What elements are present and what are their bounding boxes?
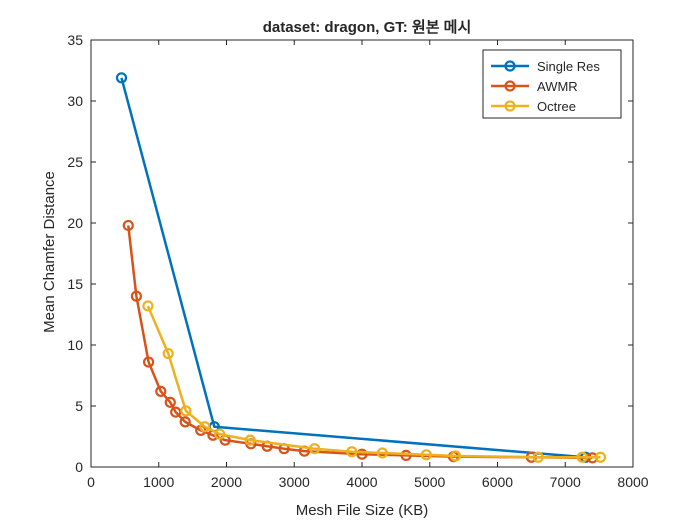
data-point <box>346 446 358 458</box>
data-point <box>142 356 155 368</box>
data-point <box>576 451 588 463</box>
data-point <box>308 443 321 455</box>
data-point <box>594 451 607 463</box>
data-point <box>130 290 142 302</box>
legend-marker <box>504 100 516 112</box>
data-point <box>376 447 388 459</box>
data-point <box>532 451 544 463</box>
series-line-single-res <box>120 77 586 459</box>
data-point <box>420 449 432 461</box>
x-tick-label: 3000 <box>279 474 310 490</box>
data-point <box>400 449 412 462</box>
legend-label: AWMR <box>537 79 578 94</box>
chart-title: dataset: dragon, GT: 원본 메시 <box>263 19 472 36</box>
legend: Single Res AWMR Octree <box>482 49 622 119</box>
y-tick-label: 20 <box>67 215 83 231</box>
x-tick-label: 7000 <box>550 474 581 490</box>
legend-label: Octree <box>537 99 576 114</box>
y-tick-label: 15 <box>67 276 83 292</box>
y-tick-label: 30 <box>67 93 83 109</box>
data-point <box>214 428 226 440</box>
data-point <box>115 72 128 84</box>
legend-marker <box>504 60 516 72</box>
data-point <box>179 416 191 428</box>
data-point <box>122 219 134 232</box>
data-point <box>162 347 174 360</box>
data-point <box>356 448 368 460</box>
x-axis-label: Mesh File Size (KB) <box>296 502 429 519</box>
data-point <box>244 434 256 446</box>
y-tick-label: 5 <box>75 398 83 414</box>
data-point <box>449 450 462 462</box>
x-tick-label: 1000 <box>143 474 174 490</box>
series-line-awmr <box>127 225 593 460</box>
y-tick-label: 25 <box>67 154 83 170</box>
x-tick-label: 8000 <box>617 474 648 490</box>
y-tick-label: 0 <box>75 459 83 475</box>
data-point <box>170 406 182 418</box>
y-axis-label: Mean Chamfer Distance <box>41 171 58 333</box>
y-tick-label: 35 <box>67 32 83 48</box>
data-point <box>180 405 192 417</box>
x-tick-label: 4000 <box>346 474 377 490</box>
x-tick-label: 0 <box>87 474 95 490</box>
x-tick-label: 5000 <box>414 474 445 490</box>
legend-label: Single Res <box>537 59 600 74</box>
x-tick-label: 2000 <box>211 474 242 490</box>
data-point <box>142 300 154 312</box>
y-tick-label: 10 <box>67 337 83 353</box>
data-point <box>155 385 167 397</box>
x-tick-label: 6000 <box>482 474 513 490</box>
data-point <box>199 421 211 433</box>
data-point <box>164 396 176 408</box>
legend-marker <box>504 80 516 92</box>
